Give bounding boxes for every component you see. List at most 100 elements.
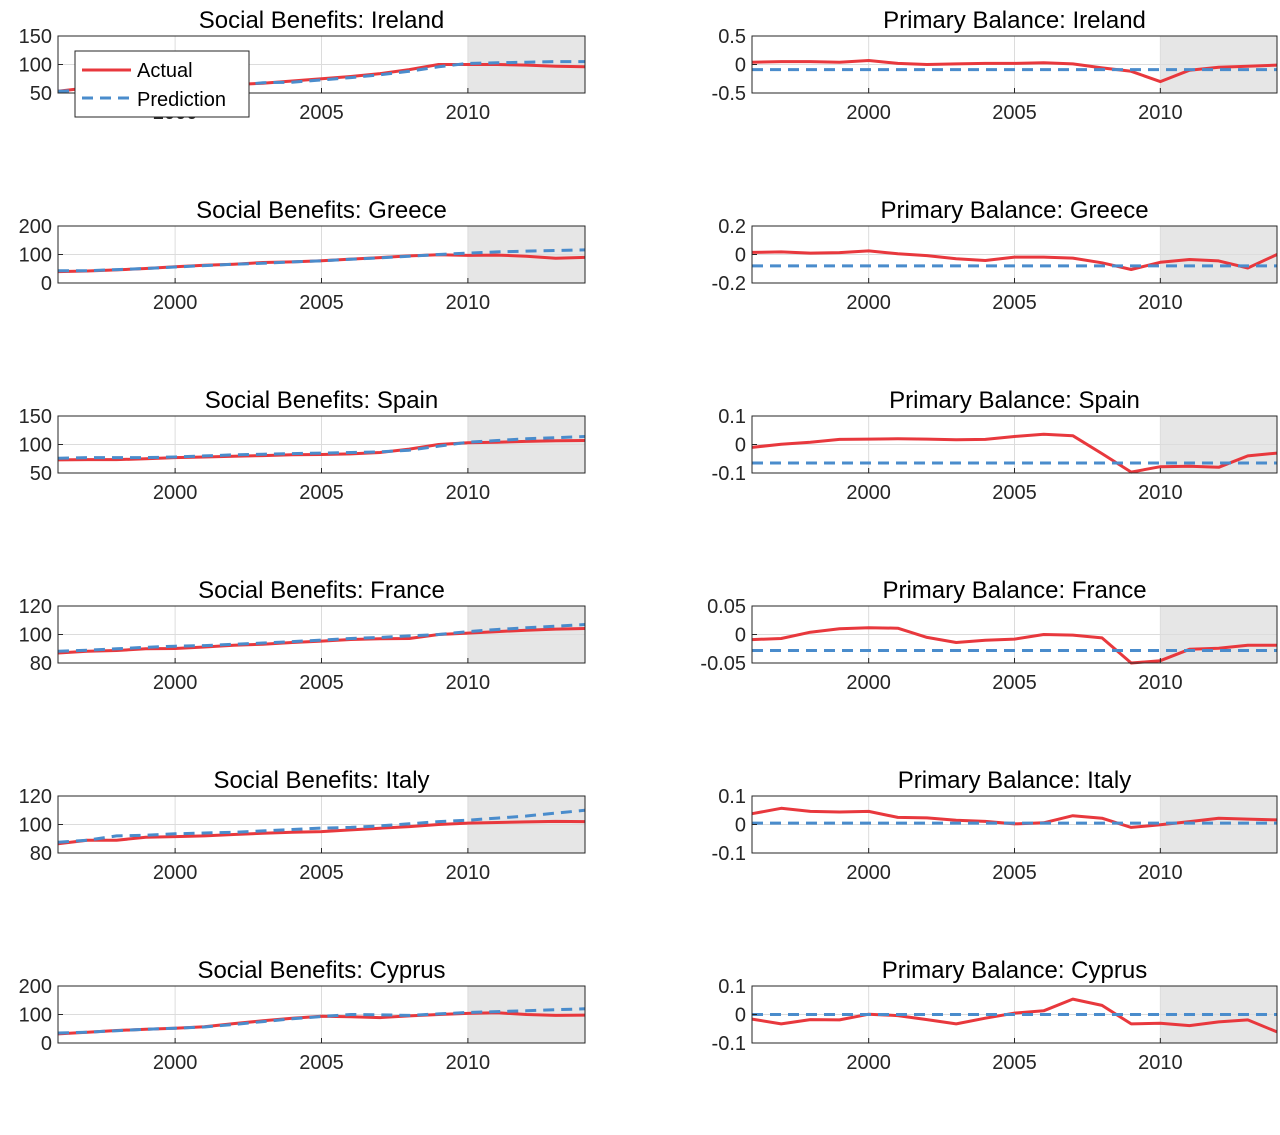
x-tick-label: 2005 xyxy=(992,862,1037,884)
x-tick-label: 2000 xyxy=(153,482,198,504)
x-tick-label: 2005 xyxy=(299,862,344,884)
chart-panel: 2000 2005 2010 -0.1 0 0.1 Primary Balance: Spa… xyxy=(712,387,1278,504)
y-tick-label: -0.5 xyxy=(712,83,746,105)
chart-panel: 2000 2005 2010 0 100 200 Social Benefits: Gree… xyxy=(19,197,586,314)
chart-title: Social Benefits: Spain xyxy=(205,387,438,414)
chart-title: Social Benefits: France xyxy=(198,577,445,604)
x-tick-label: 2010 xyxy=(446,862,491,884)
actual-series-line xyxy=(57,627,586,655)
x-tick-label: 2000 xyxy=(153,292,198,314)
y-tick-label: 100 xyxy=(19,245,52,267)
x-tick-label: 2000 xyxy=(846,482,891,504)
y-tick-label: 100 xyxy=(19,815,52,837)
x-tick-label: 2000 xyxy=(153,672,198,694)
y-tick-label: 80 xyxy=(30,843,52,865)
legend-box xyxy=(74,50,250,118)
y-tick-label: 200 xyxy=(19,216,52,238)
x-tick-label: 2000 xyxy=(153,1052,198,1074)
x-tick-label: 2010 xyxy=(1138,482,1183,504)
y-tick-label: 0 xyxy=(735,435,746,457)
legend: Actual Prediction xyxy=(74,50,250,118)
chart-panel: 2000 2005 2010 -0.5 0 0.5 Primary Balance: Ire… xyxy=(712,7,1278,124)
x-tick-label: 2000 xyxy=(846,672,891,694)
x-tick-label: 2010 xyxy=(446,292,491,314)
chart-title: Social Benefits: Italy xyxy=(213,767,429,794)
chart-title: Social Benefits: Ireland xyxy=(199,7,444,34)
x-tick-label: 2005 xyxy=(992,292,1037,314)
y-tick-label: 120 xyxy=(19,596,52,618)
x-tick-label: 2010 xyxy=(1138,862,1183,884)
y-tick-label: 100 xyxy=(19,625,52,647)
x-tick-label: 2000 xyxy=(153,862,198,884)
y-tick-label: 0 xyxy=(735,55,746,77)
chart-panel: 2000 2005 2010 0 100 200 Social Benefits: Cypr… xyxy=(19,957,586,1074)
y-tick-label: 0 xyxy=(41,1033,52,1055)
x-tick-label: 2005 xyxy=(299,102,344,124)
chart-panel: 2000 2005 2010 -0.1 0 0.1 Primary Balance: Cyp… xyxy=(712,957,1278,1074)
chart-panel: 2000 2005 2010 -0.1 0 0.1 Primary Balance: Ita… xyxy=(712,767,1278,884)
y-tick-label: 0.05 xyxy=(707,596,746,618)
actual-series-line xyxy=(751,432,1278,474)
y-tick-label: 0.5 xyxy=(718,26,746,48)
y-tick-label: 0.1 xyxy=(718,976,746,998)
y-tick-label: 0 xyxy=(41,273,52,295)
legend-actual-label: Actual xyxy=(137,60,193,82)
y-tick-label: 0.1 xyxy=(718,786,746,808)
chart-title: Social Benefits: Greece xyxy=(196,197,447,224)
y-tick-label: -0.1 xyxy=(712,1033,746,1055)
chart-panel: 2000 2005 2010 -0.05 0 0.05 Primary Balance: F… xyxy=(700,577,1278,694)
x-tick-label: 2000 xyxy=(846,102,891,124)
chart-title: Primary Balance: Spain xyxy=(889,387,1140,414)
x-tick-label: 2000 xyxy=(846,862,891,884)
x-tick-label: 2005 xyxy=(992,1052,1037,1074)
y-tick-label: 100 xyxy=(19,1005,52,1027)
y-tick-label: -0.1 xyxy=(712,463,746,485)
y-tick-label: 0.1 xyxy=(718,406,746,428)
x-tick-label: 2010 xyxy=(1138,1052,1183,1074)
chart-panel: 2000 2005 2010 -0.2 0 0.2 Primary Balance: Gre… xyxy=(712,197,1278,314)
y-tick-label: -0.05 xyxy=(700,653,746,675)
y-tick-label: 50 xyxy=(30,463,52,485)
y-tick-label: 100 xyxy=(19,55,52,77)
y-tick-label: 200 xyxy=(19,976,52,998)
actual-series-line xyxy=(57,439,586,462)
x-tick-label: 2005 xyxy=(992,102,1037,124)
x-tick-label: 2005 xyxy=(992,482,1037,504)
y-tick-label: 50 xyxy=(30,83,52,105)
x-tick-label: 2000 xyxy=(846,292,891,314)
prediction-series-line xyxy=(57,623,586,653)
y-tick-label: 0 xyxy=(735,815,746,837)
y-tick-label: 0 xyxy=(735,245,746,267)
prediction-series-line xyxy=(57,808,586,844)
actual-series-line xyxy=(57,253,586,274)
x-tick-label: 2005 xyxy=(299,292,344,314)
prediction-series-line xyxy=(57,435,586,460)
x-tick-label: 2000 xyxy=(846,1052,891,1074)
x-tick-label: 2010 xyxy=(446,1052,491,1074)
chart-panel: 2000 2005 2010 80 100 120 Social Benefits: Fra… xyxy=(19,577,586,694)
prediction-series-line xyxy=(57,1007,586,1035)
chart-title: Primary Balance: Cyprus xyxy=(882,957,1147,984)
y-tick-label: -0.2 xyxy=(712,273,746,295)
x-tick-label: 2010 xyxy=(1138,102,1183,124)
x-tick-label: 2005 xyxy=(299,482,344,504)
x-tick-label: 2010 xyxy=(446,672,491,694)
prediction-series-line xyxy=(57,60,585,93)
y-tick-label: 120 xyxy=(19,786,52,808)
chart-title: Social Benefits: Cyprus xyxy=(197,957,445,984)
chart-panel: 2000 2005 2010 80 100 120 Social Benefits: Ita… xyxy=(19,767,586,884)
y-tick-label: -0.1 xyxy=(712,843,746,865)
x-tick-label: 2010 xyxy=(446,102,491,124)
y-tick-label: 100 xyxy=(19,435,52,457)
chart-title: Primary Balance: France xyxy=(882,577,1146,604)
x-tick-label: 2010 xyxy=(1138,672,1183,694)
actual-series-line xyxy=(57,819,586,846)
x-tick-label: 2005 xyxy=(299,1052,344,1074)
legend-prediction-label: Prediction xyxy=(137,89,226,111)
x-tick-label: 2010 xyxy=(1138,292,1183,314)
x-tick-label: 2005 xyxy=(992,672,1037,694)
chart-panel: 2000 2005 2010 50 100 150 Social Benefits: Spa… xyxy=(19,387,586,504)
x-tick-label: 2005 xyxy=(299,672,344,694)
y-tick-label: 0 xyxy=(735,625,746,647)
